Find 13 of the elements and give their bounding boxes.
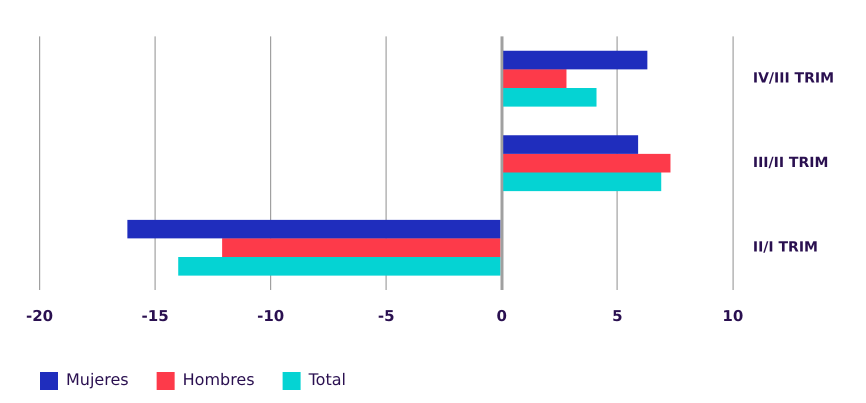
x-tick-label: -15 <box>142 306 169 325</box>
legend-label: Total <box>308 370 346 390</box>
x-tick-label: 0 <box>496 306 507 325</box>
x-tick-label: 10 <box>722 306 744 325</box>
x-tick-label: 5 <box>612 306 623 325</box>
legend-label: Hombres <box>182 370 255 390</box>
x-tick-label: -10 <box>257 306 284 325</box>
y-tick-label: IV/III TRIM <box>752 70 834 86</box>
x-tick-label: -20 <box>26 306 54 325</box>
y-tick-label: III/II TRIM <box>752 154 828 171</box>
y-tick-label: II/I TRIM <box>752 239 818 256</box>
x-tick-label: -5 <box>378 306 395 325</box>
legend-label: Mujeres <box>66 370 129 390</box>
